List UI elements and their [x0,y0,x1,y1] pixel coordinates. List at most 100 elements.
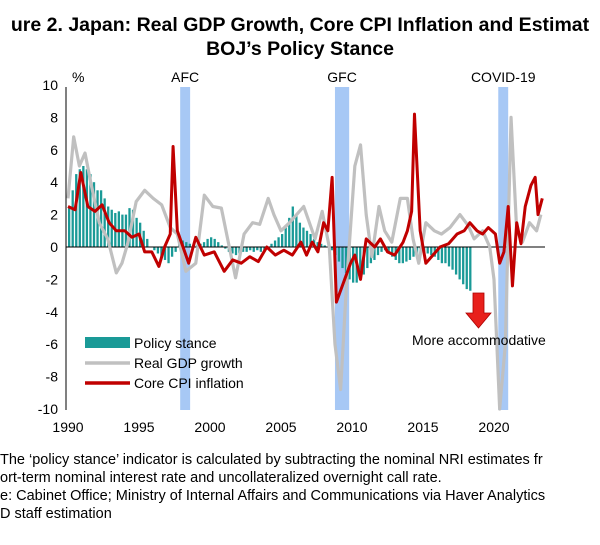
y-tick-label: 0 [50,239,58,255]
policy-stance-bar [89,174,92,247]
policy-stance-bar [213,238,216,247]
policy-stance-bar [99,190,103,247]
policy-stance-bar [71,190,74,247]
x-tick-label: 1995 [123,419,154,435]
policy-stance-bar [270,243,273,247]
down-arrow-icon [465,292,492,329]
policy-stance-bar [117,211,120,247]
real-gdp-growth-line [66,115,543,411]
policy-stance-bar [167,247,170,264]
policy-stance-bar [405,247,408,262]
y-axis-unit: % [72,69,84,85]
source-line-1: e: Cabinet Office; Ministry of Internal … [0,488,546,504]
policy-stance-bar [316,242,319,247]
legend-swatch-policy-stance [85,337,130,348]
policy-stance-bar [373,247,376,260]
legend-label: Core CPI inflation [134,375,244,391]
policy-stance-bar [380,247,383,252]
policy-stance-bar [401,247,404,264]
y-tick-label: -4 [46,304,59,320]
annotation-more-accommodative: More accommodative [412,332,546,348]
y-tick-label: 4 [50,174,58,190]
policy-stance-bar [259,247,262,252]
policy-stance-bar [249,247,252,251]
source-line-2: D staff estimation [0,506,112,522]
x-tick-label: 2005 [265,419,296,435]
policy-stance-bar [295,214,298,247]
policy-stance-bar [277,237,280,247]
legend-label: Real GDP growth [134,355,243,371]
policy-stance-bar [291,206,294,247]
chart-title-line-1: ure 2. Japan: Real GDP Growth, Core CPI … [10,14,590,36]
policy-stance-bar [309,234,312,247]
shaded-period-label: COVID-19 [471,69,536,85]
policy-stance-bar [320,243,323,247]
core-cpi-inflation-line [67,112,544,304]
policy-stance-bar [391,247,394,257]
policy-stance-bar [142,230,145,247]
policy-stance-bar [103,198,106,247]
policy-stance-bar [288,217,291,247]
x-tick-label: 2015 [407,419,438,435]
policy-stance-bar [302,227,305,247]
policy-stance-bar [82,166,85,247]
policy-stance-bar [430,247,433,256]
policy-stance-bar [131,209,135,247]
policy-stance-bar [376,247,380,256]
policy-stance-bar [163,247,167,260]
policy-stance-bar [188,243,191,247]
policy-stance-bar [454,247,458,275]
shaded-period-label: GFC [327,69,357,85]
policy-stance-bar [359,247,362,280]
policy-stance-bar [170,247,174,257]
policy-stance-bar [160,247,163,257]
policy-stance-bar [231,247,234,254]
policy-stance-bar [234,247,238,256]
policy-stance-bar [92,182,96,247]
policy-stance-bar [284,227,287,247]
policy-stance-bar [469,247,472,291]
policy-stance-bar [341,247,344,269]
x-tick-label: 2020 [478,419,509,435]
policy-stance-bar [252,247,255,252]
y-tick-label: -10 [38,401,58,417]
policy-stance-bar [444,247,447,264]
y-tick-label: 2 [50,207,58,223]
policy-stance-bar [68,206,71,247]
policy-stance-bar [85,169,89,247]
policy-stance-bar [408,247,412,260]
policy-stance-bar [337,247,341,262]
y-tick-label: -2 [46,271,59,287]
policy-stance-bar [107,206,110,247]
policy-stance-bar [465,247,468,290]
shaded-period-afc [180,87,191,410]
policy-stance-bar [245,247,248,252]
policy-stance-bar [217,242,220,247]
policy-stance-bar [256,247,259,251]
policy-stance-bar [210,237,213,247]
policy-stance-bar [241,247,245,252]
policy-stance-bar [462,247,465,285]
policy-stance-bar [146,238,149,247]
policy-stance-bar [110,209,113,247]
legend-label: Policy stance [134,335,217,351]
chart-title-line-2: BOJ’s Policy Stance [206,38,394,60]
policy-stance-bar [220,245,223,247]
policy-stance-bar [447,247,451,267]
y-tick-label: 8 [50,109,58,125]
footnote-line-1: The ‘policy stance’ indicator is calcula… [0,452,543,468]
policy-stance-bar [281,234,284,247]
policy-stance-bar [330,247,333,251]
policy-stance-bar [174,247,177,252]
policy-stance-bar [458,247,461,280]
policy-stance-bar [78,169,81,247]
y-tick-label: 6 [50,142,58,158]
policy-stance-bar [437,247,440,260]
x-tick-label: 2010 [336,419,367,435]
policy-stance-bar [135,217,138,247]
policy-stance-bar [398,247,401,264]
y-tick-label: -6 [46,336,59,352]
policy-stance-bar [153,247,156,251]
policy-stance-bar [366,247,369,269]
